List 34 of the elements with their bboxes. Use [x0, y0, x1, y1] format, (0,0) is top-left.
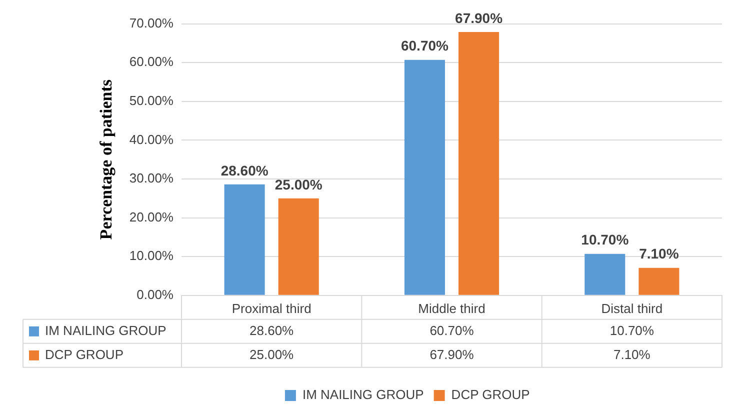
x-tick-label: Distal third	[601, 300, 663, 316]
data-label: 7.10%	[613, 346, 651, 362]
text: 60.70%	[400, 38, 448, 54]
data-label: 60.70%	[430, 322, 474, 338]
text: IM NAILING GROUP	[302, 387, 424, 402]
text: 28.60%	[220, 162, 268, 178]
bar	[224, 184, 265, 295]
legend-label: IM NAILING GROUP	[45, 322, 166, 338]
bar	[638, 268, 680, 295]
text: 67.90%	[455, 10, 503, 26]
x-tick-label: Middle third	[418, 300, 486, 316]
data-label: 25.00%	[250, 346, 294, 362]
legend-label: DCP GROUP	[451, 387, 530, 402]
y-axis-title: Percentage of patients	[96, 79, 116, 240]
y-tick-label: 10.00%	[129, 248, 174, 264]
data-label: 67.90%	[430, 346, 474, 362]
text: 7.10%	[639, 246, 679, 262]
y-tick-label: 20.00%	[129, 209, 174, 224]
text: DCP GROUP	[45, 346, 124, 362]
y-tick-label: 0.00%	[136, 286, 174, 302]
x-tick-label: Proximal third	[232, 300, 312, 316]
text: 25.00%	[274, 176, 322, 192]
data-label: 28.60%	[250, 322, 294, 338]
y-tick-label: 40.00%	[129, 132, 174, 147]
y-tick-label: 30.00%	[129, 170, 174, 186]
bar	[584, 254, 626, 295]
data-label: 10.70%	[610, 322, 654, 338]
y-tick-label: 50.00%	[129, 92, 174, 108]
text: 10.70%	[581, 232, 629, 248]
bar	[278, 198, 319, 295]
bar	[404, 60, 445, 295]
bar	[458, 32, 500, 295]
y-tick-label: 60.00%	[129, 54, 174, 70]
y-tick-label: 70.00%	[129, 15, 174, 30]
